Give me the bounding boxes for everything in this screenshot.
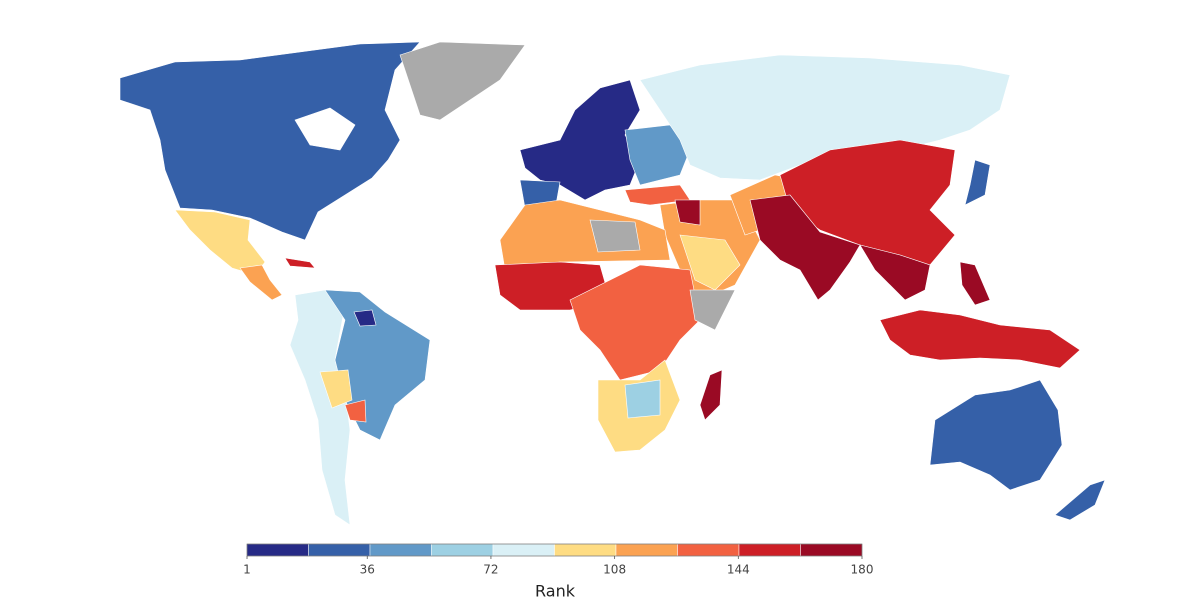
indonesia: [879, 309, 1081, 369]
tick-label: 108: [603, 563, 626, 577]
north-africa: [499, 199, 671, 271]
legend-swatch: [246, 543, 309, 557]
madagascar: [699, 369, 723, 421]
japan: [964, 159, 991, 206]
philippines: [959, 261, 991, 306]
zambia: [624, 379, 661, 419]
legend-frame: [246, 543, 863, 557]
legend-swatch: [554, 543, 617, 557]
legend-swatch: [800, 543, 863, 557]
paraguay: [344, 399, 367, 423]
legend-swatch: [738, 543, 801, 557]
legend-swatch: [369, 543, 432, 557]
central-africa: [569, 264, 701, 381]
caribbean: [284, 257, 316, 269]
bolivia: [319, 369, 353, 409]
hudson-bay: [294, 107, 356, 151]
south-america-west: [289, 289, 351, 526]
australia: [929, 379, 1063, 491]
iraq: [674, 199, 701, 226]
brazil: [324, 289, 431, 441]
legend-swatch: [492, 543, 555, 557]
legend-swatch: [308, 543, 371, 557]
arabia: [679, 234, 741, 291]
mexico: [174, 209, 266, 276]
central-america: [239, 264, 283, 301]
legend-title: Rank: [535, 582, 576, 600]
china: [779, 139, 956, 266]
suriname: [353, 309, 377, 327]
legend: Rank 1 36 72 108 144 180: [243, 543, 874, 600]
new-zealand: [1054, 479, 1106, 521]
tick-label: 72: [483, 563, 498, 577]
legend-swatch: [615, 543, 678, 557]
greenland: [399, 41, 526, 121]
sahara-gap: [589, 219, 641, 253]
tick-label: 36: [360, 563, 375, 577]
legend-swatch: [677, 543, 740, 557]
countries: [119, 41, 1106, 526]
southeast-asia: [859, 244, 931, 301]
horn-of-africa: [689, 289, 736, 331]
tick-label: 144: [727, 563, 750, 577]
tick-label: 1: [243, 563, 251, 577]
turkey: [624, 184, 691, 206]
legend-swatch: [431, 543, 494, 557]
north-america: [119, 41, 421, 241]
south-asia: [749, 194, 861, 301]
tick-label: 180: [851, 563, 874, 577]
